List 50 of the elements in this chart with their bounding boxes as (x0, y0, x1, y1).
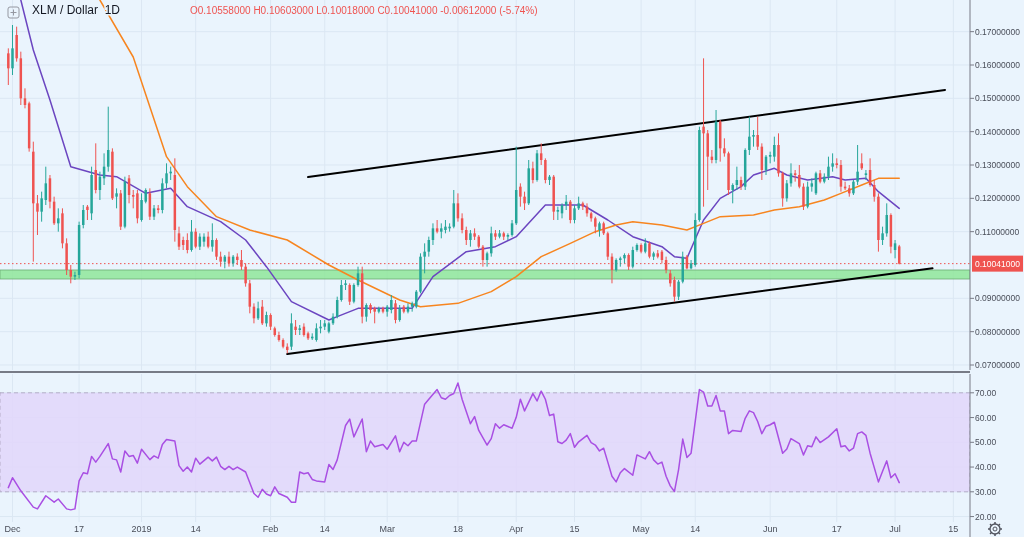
line-series (7, 382, 900, 511)
candlestick (473, 227, 476, 241)
x-tick-label: Mar (379, 524, 395, 534)
candlestick (752, 129, 755, 148)
y-tick-label: 0.14000000 (975, 126, 1021, 137)
x-tick-label: Apr (509, 524, 524, 534)
x-tick-label: 14 (190, 524, 201, 534)
x-tick-label: 15 (569, 524, 580, 534)
x-tick-label: 15 (948, 524, 959, 534)
y-tick-label: 50.00 (975, 437, 997, 448)
y-tick-label: 0.12000000 (975, 193, 1021, 204)
candlestick (323, 319, 326, 331)
y-tick-label: 0.09000000 (975, 293, 1021, 304)
candlestick (440, 222, 443, 239)
x-tick-label: Dec (4, 524, 21, 534)
y-tick-label: 0.08000000 (975, 326, 1021, 337)
text: O0.10558000 H0.10603000 L0.10018000 C0.10041000 -0.00612000 (-5.74%) (190, 5, 538, 16)
x-tick-label: Jun (762, 524, 778, 534)
x-tick-label: 17 (74, 524, 85, 534)
chart-title: XLM / Dollar 1D (32, 3, 121, 17)
y-tick-label: 60.00 (975, 412, 997, 423)
x-tick-label: 17 (831, 524, 842, 534)
candlestick (831, 152, 834, 173)
y-tick-label: 0.15000000 (975, 93, 1021, 104)
candlestick (498, 229, 501, 239)
x-tick-label: May (632, 524, 651, 534)
x-tick-label: 2019 (131, 524, 152, 534)
y-tick-label: 0.17000000 (975, 26, 1021, 37)
y-tick-label: 70.00 (975, 387, 997, 398)
y-tick-label: 0.11000000 (975, 226, 1020, 237)
x-tick-label: Jul (889, 524, 901, 534)
x-tick-label: Feb (262, 524, 279, 534)
x-tick-label: 18 (452, 524, 463, 534)
candlestick (115, 187, 118, 209)
ref-line-label: 0.10041000 (975, 258, 1021, 269)
candlestick (344, 279, 347, 291)
candlestick (373, 306, 376, 324)
candlestick (494, 229, 497, 241)
y-tick-label: 30.00 (975, 486, 997, 497)
y-tick-label: 0.13000000 (975, 160, 1021, 170)
candlestick (652, 251, 655, 261)
y-tick-label: 20.00 (975, 511, 997, 522)
candlestick (502, 231, 505, 241)
y-tick-label: 0.07000000 (975, 360, 1021, 370)
x-tick-label: 14 (319, 524, 330, 534)
y-tick-label: 40.00 (975, 462, 997, 473)
x-tick-label: 14 (690, 524, 701, 534)
y-tick-label: 0.16000000 (975, 60, 1021, 70)
candlestick (619, 256, 622, 268)
candlestick (298, 324, 301, 336)
